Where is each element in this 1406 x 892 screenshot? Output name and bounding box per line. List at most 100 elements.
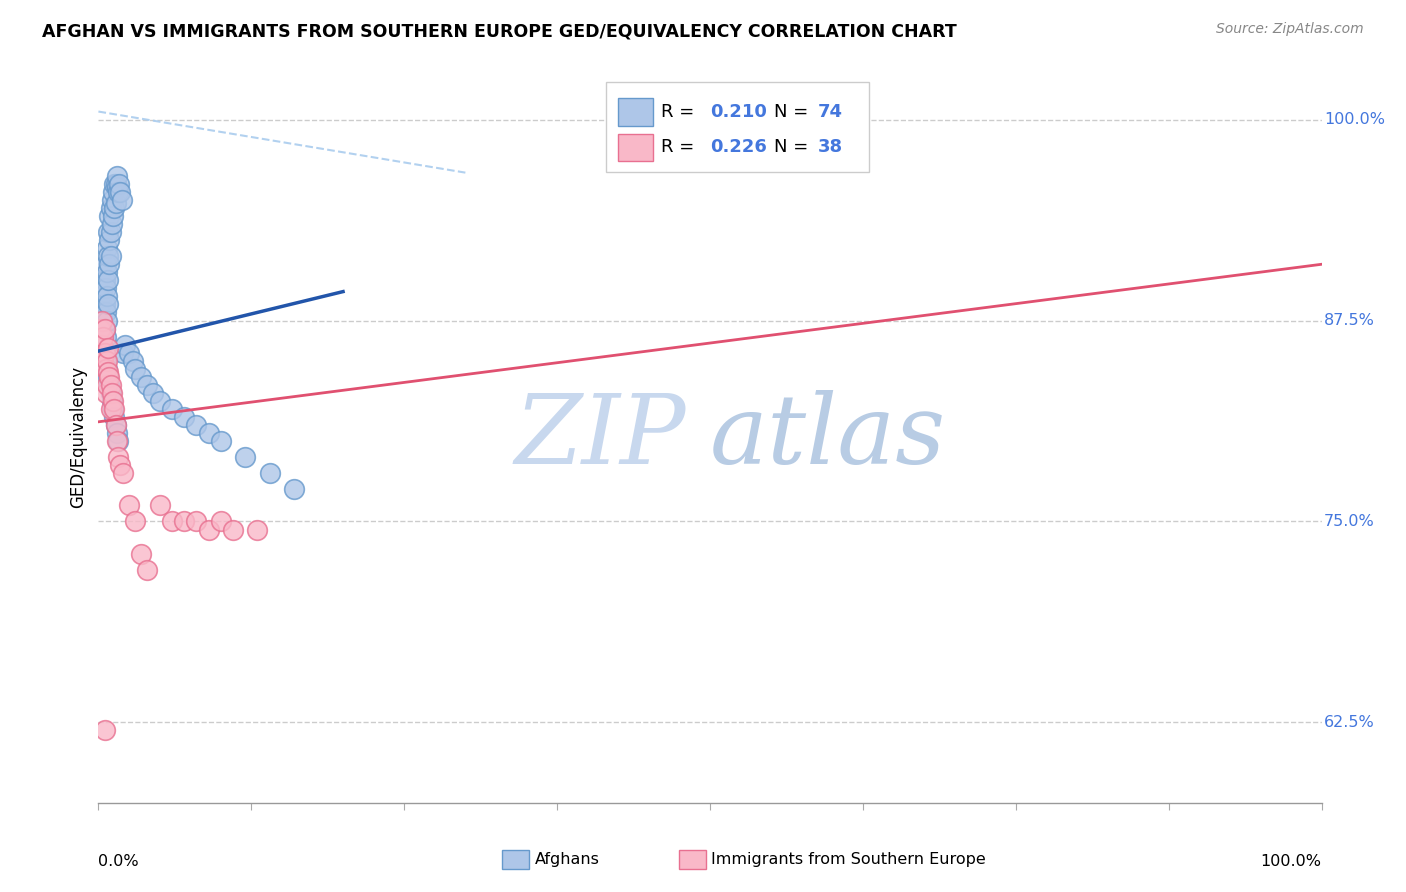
Point bbox=[93, 723, 115, 738]
Point bbox=[91, 337, 114, 351]
Point bbox=[90, 345, 112, 359]
Point bbox=[124, 361, 146, 376]
Point bbox=[108, 177, 131, 191]
Point bbox=[91, 305, 114, 319]
Text: Source: ZipAtlas.com: Source: ZipAtlas.com bbox=[1216, 22, 1364, 37]
Point bbox=[101, 385, 124, 400]
Point bbox=[136, 563, 159, 577]
Point bbox=[98, 369, 121, 384]
Text: 0.0%: 0.0% bbox=[98, 854, 139, 869]
Point bbox=[103, 177, 125, 191]
Point bbox=[104, 177, 127, 191]
Point bbox=[105, 169, 128, 183]
Point bbox=[97, 249, 120, 263]
Point bbox=[91, 337, 114, 351]
Point bbox=[96, 353, 118, 368]
Point bbox=[104, 417, 127, 432]
Point bbox=[93, 321, 115, 335]
Point bbox=[90, 321, 112, 335]
Point bbox=[91, 353, 114, 368]
Point bbox=[93, 273, 115, 287]
Text: atlas: atlas bbox=[710, 390, 946, 484]
Text: N =: N = bbox=[773, 103, 814, 121]
Point bbox=[103, 201, 125, 215]
Point bbox=[233, 450, 256, 465]
Text: Afghans: Afghans bbox=[536, 853, 600, 867]
Point bbox=[96, 265, 118, 279]
Point bbox=[118, 345, 141, 359]
Point bbox=[100, 249, 122, 263]
Point bbox=[98, 257, 121, 271]
Point bbox=[94, 385, 117, 400]
Point bbox=[173, 409, 195, 424]
Point bbox=[118, 499, 141, 513]
Point bbox=[101, 193, 124, 207]
Point bbox=[100, 401, 122, 416]
Point bbox=[96, 313, 118, 327]
Point bbox=[91, 281, 114, 295]
Point bbox=[97, 369, 120, 384]
Text: N =: N = bbox=[773, 138, 814, 156]
Point bbox=[149, 393, 172, 408]
Text: 38: 38 bbox=[818, 138, 842, 156]
Point bbox=[259, 467, 281, 481]
Point bbox=[97, 225, 120, 239]
Point bbox=[103, 409, 125, 424]
Point bbox=[283, 483, 305, 497]
Text: R =: R = bbox=[661, 103, 700, 121]
Text: 100.0%: 100.0% bbox=[1261, 854, 1322, 869]
Point bbox=[197, 523, 219, 537]
Point bbox=[101, 393, 124, 408]
Text: 100.0%: 100.0% bbox=[1324, 112, 1385, 127]
FancyBboxPatch shape bbox=[619, 134, 652, 161]
Text: R =: R = bbox=[661, 138, 700, 156]
Point bbox=[104, 417, 127, 432]
Point bbox=[93, 321, 115, 335]
Point bbox=[160, 515, 183, 529]
Point bbox=[246, 523, 269, 537]
Point bbox=[100, 385, 122, 400]
Point bbox=[93, 345, 115, 359]
Point bbox=[222, 523, 245, 537]
Text: R =: R = bbox=[661, 138, 700, 156]
Point bbox=[98, 377, 121, 392]
Point bbox=[129, 369, 152, 384]
Point bbox=[94, 305, 117, 319]
Point bbox=[173, 515, 195, 529]
Text: 75.0%: 75.0% bbox=[1324, 514, 1375, 529]
Point bbox=[91, 329, 114, 343]
Point bbox=[111, 345, 134, 359]
FancyBboxPatch shape bbox=[619, 134, 652, 161]
Point bbox=[111, 467, 134, 481]
Text: 62.5%: 62.5% bbox=[1324, 714, 1375, 730]
Y-axis label: GED/Equivalency: GED/Equivalency bbox=[69, 366, 87, 508]
Point bbox=[94, 329, 117, 343]
Point bbox=[100, 201, 122, 215]
FancyBboxPatch shape bbox=[679, 850, 706, 869]
Point bbox=[209, 515, 232, 529]
Point bbox=[94, 361, 117, 376]
Point bbox=[121, 353, 143, 368]
Point bbox=[91, 289, 114, 303]
Point bbox=[124, 515, 146, 529]
Point bbox=[104, 196, 127, 211]
Point bbox=[136, 377, 159, 392]
Point bbox=[96, 241, 118, 255]
Point bbox=[107, 434, 129, 449]
Point bbox=[186, 515, 208, 529]
Text: AFGHAN VS IMMIGRANTS FROM SOUTHERN EUROPE GED/EQUIVALENCY CORRELATION CHART: AFGHAN VS IMMIGRANTS FROM SOUTHERN EUROP… bbox=[42, 22, 957, 40]
Point bbox=[98, 233, 121, 247]
Text: 0.226: 0.226 bbox=[710, 138, 766, 156]
Text: 0.210: 0.210 bbox=[710, 103, 766, 121]
Point bbox=[186, 417, 208, 432]
Text: 74: 74 bbox=[818, 103, 842, 121]
Point bbox=[91, 313, 114, 327]
Point bbox=[114, 337, 136, 351]
Point bbox=[97, 365, 120, 379]
Point bbox=[96, 361, 118, 376]
Point bbox=[142, 385, 165, 400]
Point bbox=[101, 393, 124, 408]
Point bbox=[96, 289, 118, 303]
Text: 38: 38 bbox=[818, 138, 842, 156]
Point bbox=[94, 281, 117, 295]
